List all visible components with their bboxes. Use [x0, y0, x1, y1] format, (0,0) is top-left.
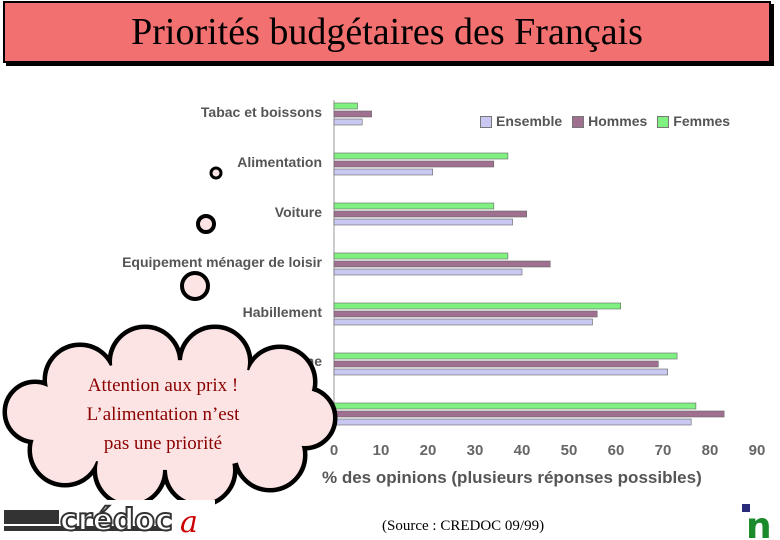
- chart-legend: Ensemble Hommes Femmes: [480, 110, 760, 132]
- x-axis-title: % des opinions (plusieurs réponses possi…: [322, 468, 702, 487]
- x-tick-label: 60: [607, 442, 625, 459]
- legend-label: Femmes: [673, 113, 731, 129]
- bar-ensemble: [333, 318, 593, 326]
- credoc-logo-mark: a: [180, 505, 198, 540]
- x-tick-label: 10: [372, 442, 390, 459]
- slide-title: Priorités budgétaires des Français: [131, 11, 643, 53]
- x-tick-label: 80: [701, 442, 719, 459]
- legend-label: Hommes: [588, 113, 648, 129]
- slide-title-box: Priorités budgétaires des Français: [3, 1, 771, 63]
- legend-swatch: [572, 116, 585, 129]
- bar-hommes: [333, 260, 551, 268]
- callout-line: L’alimentation n’est: [86, 404, 240, 425]
- bar-ensemble: [333, 218, 513, 226]
- bar-ensemble: [333, 368, 669, 376]
- legend-item-femmes: Femmes: [657, 113, 730, 129]
- x-tick-label: 0: [329, 442, 339, 459]
- category-label: Voiture: [274, 204, 322, 220]
- credoc-logo: crédoc a: [0, 500, 215, 540]
- legend-swatch: [657, 116, 670, 129]
- callout-text: Attention aux prix ! L’alimentation n’es…: [48, 371, 278, 458]
- legend-swatch: [480, 116, 492, 129]
- bars-group: [333, 102, 725, 426]
- callout-line: pas une priorité: [103, 433, 223, 454]
- category-label: Tabac et boissons: [200, 104, 322, 120]
- legend-item-hommes: Hommes: [572, 113, 647, 129]
- bar-ensemble: [333, 418, 692, 426]
- callout-line: Attention aux prix !: [87, 375, 239, 396]
- bar-hommes: [333, 310, 598, 318]
- category-label: Loisirs: [276, 403, 322, 419]
- bar-femmes: [333, 102, 358, 110]
- bar-femmes: [333, 202, 495, 210]
- category-label: Alimentation: [237, 154, 322, 170]
- legend-label: Ensemble: [496, 113, 563, 129]
- bar-ensemble: [333, 168, 433, 176]
- x-tick-label: 30: [466, 442, 484, 459]
- bar-hommes: [333, 360, 659, 368]
- x-tick-label: 20: [419, 442, 437, 459]
- legend-item-ensemble: Ensemble: [480, 113, 562, 129]
- category-label: Equipement ménager de loisir: [122, 254, 322, 270]
- bar-hommes: [333, 160, 495, 168]
- bar-femmes: [333, 152, 509, 160]
- category-label: Epargne: [265, 353, 322, 369]
- bar-ensemble: [333, 268, 523, 276]
- bar-hommes: [333, 210, 527, 218]
- credoc-logo-text: crédoc: [60, 503, 173, 538]
- bar-femmes: [333, 352, 678, 360]
- bar-femmes: [333, 402, 697, 410]
- category-label: Habillement: [242, 304, 322, 320]
- corner-logo-text: n: [746, 506, 772, 540]
- x-tick-label: 50: [560, 442, 578, 459]
- bar-hommes: [333, 110, 372, 118]
- corner-logo: n: [742, 504, 772, 540]
- x-tick-label: 70: [654, 442, 672, 459]
- x-tick-label: 90: [748, 442, 766, 459]
- x-tick-label: 40: [513, 442, 531, 459]
- bar-ensemble: [333, 118, 363, 126]
- bar-femmes: [333, 252, 509, 260]
- bar-femmes: [333, 302, 622, 310]
- source-note: (Source : CREDOC 09/99): [382, 518, 545, 534]
- bar-hommes: [333, 410, 725, 418]
